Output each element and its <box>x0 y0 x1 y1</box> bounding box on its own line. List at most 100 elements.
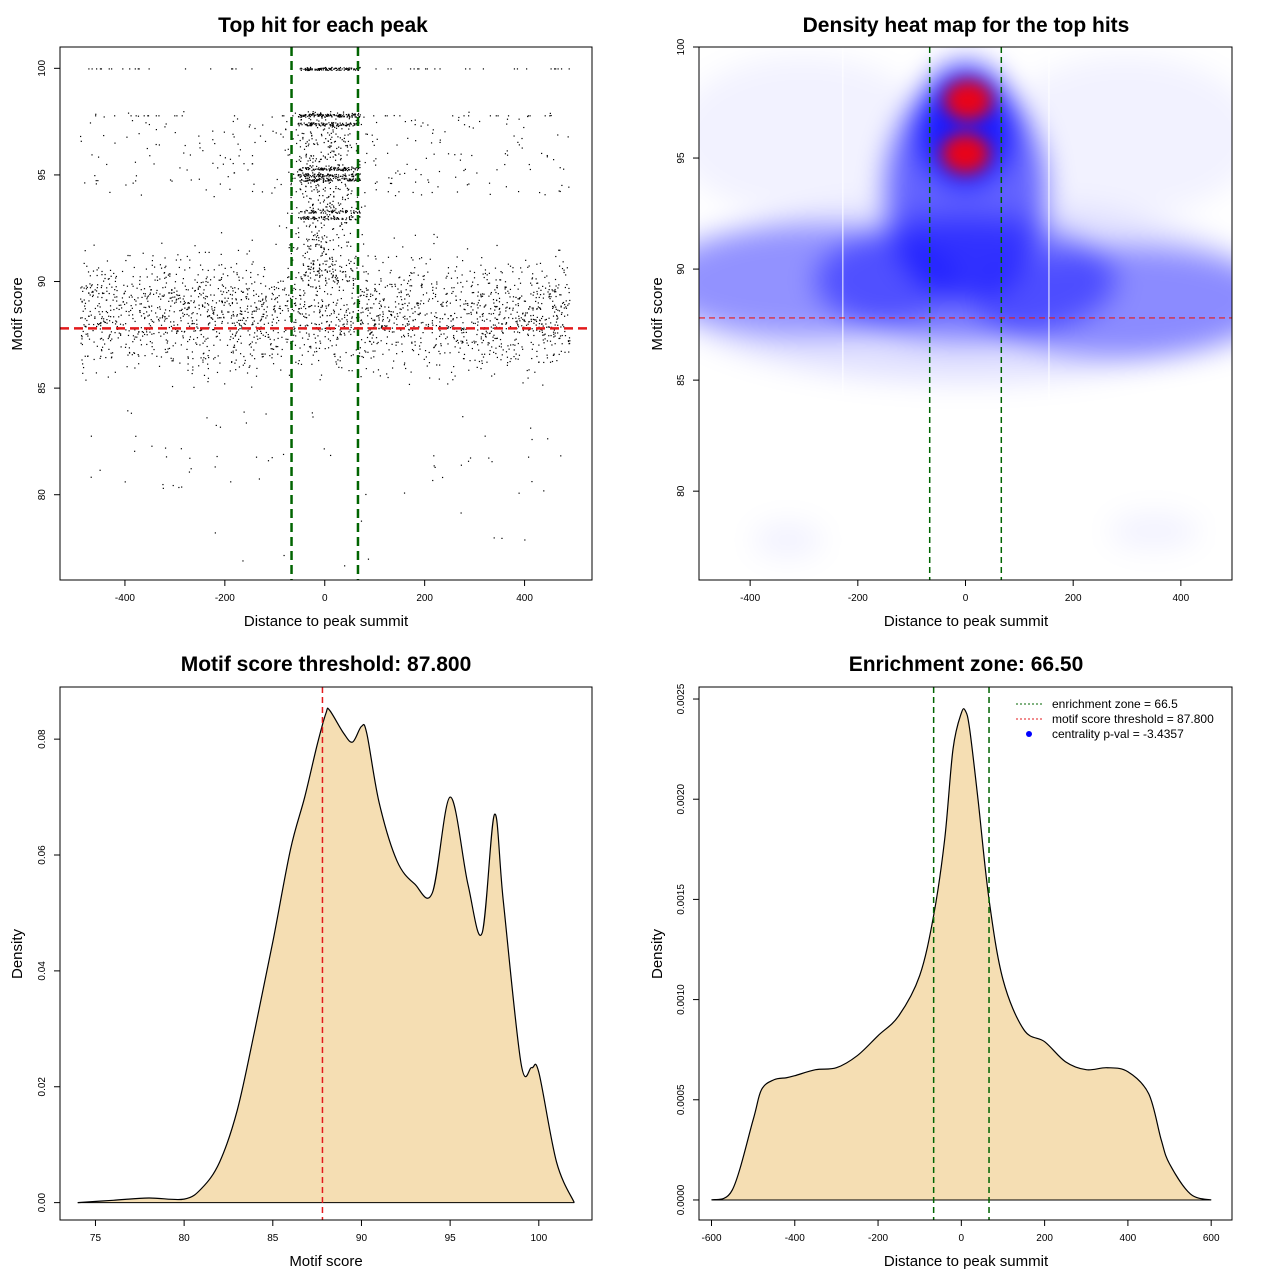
scatter-point <box>180 320 182 322</box>
scatter-point <box>398 291 400 294</box>
scatter-point <box>358 352 361 354</box>
scatter-point <box>541 315 544 318</box>
scatter-point <box>337 176 339 178</box>
scatter-point <box>338 124 340 127</box>
scatter-point <box>254 141 256 144</box>
scatter-point <box>300 307 302 309</box>
scatter-point <box>532 330 534 332</box>
scatter-point <box>318 194 321 197</box>
scatter-point <box>330 174 332 176</box>
scatter-point <box>315 236 318 238</box>
ylabel-top-hit: Motif score <box>9 277 26 350</box>
scatter-point <box>417 304 419 307</box>
scatter-point <box>484 435 486 437</box>
scatter-point <box>542 384 544 386</box>
scatter-point <box>190 179 192 181</box>
scatter-point <box>422 122 424 124</box>
scatter-point <box>313 116 315 118</box>
scatter-point <box>480 296 482 298</box>
scatter-point <box>338 165 340 167</box>
scatter-point <box>480 264 482 266</box>
scatter-point <box>561 343 563 345</box>
scatter-point <box>536 329 538 331</box>
scatter-point <box>217 355 219 357</box>
scatter-point <box>305 177 307 180</box>
scatter-point <box>92 290 94 293</box>
scatter-point <box>372 140 374 143</box>
scatter-point <box>257 274 259 276</box>
scatter-point <box>422 332 424 334</box>
scatter-point <box>313 239 315 241</box>
scatter-point <box>473 291 475 294</box>
scatter-point <box>214 324 217 326</box>
scatter-point <box>559 167 561 169</box>
scatter-point <box>386 373 388 375</box>
scatter-point <box>326 113 329 115</box>
scatter-point <box>311 238 314 241</box>
x-tick-label: -400 <box>785 1233 805 1244</box>
scatter-point <box>100 325 102 327</box>
scatter-point <box>274 298 276 301</box>
scatter-point <box>302 193 304 195</box>
scatter-point <box>373 160 375 162</box>
scatter-point <box>321 217 323 219</box>
scatter-point <box>144 355 146 357</box>
scatter-point <box>529 168 531 171</box>
scatter-point <box>337 281 339 283</box>
scatter-point <box>444 131 446 133</box>
scatter-point <box>140 344 143 346</box>
scatter-point <box>132 275 134 278</box>
scatter-point <box>221 300 223 303</box>
scatter-point <box>132 285 134 287</box>
scatter-point <box>187 369 189 371</box>
scatter-point <box>348 217 351 219</box>
scatter-point <box>415 140 417 142</box>
scatter-point <box>373 144 375 146</box>
scatter-point <box>221 276 223 279</box>
scatter-point <box>554 335 556 337</box>
scatter-point <box>417 68 419 70</box>
scatter-point <box>243 355 245 358</box>
scatter-point <box>495 326 498 328</box>
scatter-point <box>184 307 186 309</box>
scatter-point <box>183 111 185 113</box>
scatter-point <box>235 298 237 300</box>
scatter-point <box>347 241 350 243</box>
scatter-point <box>205 284 207 287</box>
scatter-point <box>375 258 377 260</box>
scatter-point <box>159 278 161 280</box>
scatter-point <box>271 292 273 295</box>
scatter-point <box>334 126 336 129</box>
scatter-point <box>338 218 340 220</box>
scatter-point <box>461 274 463 276</box>
scatter-point <box>324 116 326 118</box>
scatter-point <box>505 322 508 324</box>
scatter-point <box>308 122 310 124</box>
scatter-point <box>329 194 332 196</box>
scatter-point <box>350 215 352 217</box>
scatter-point <box>483 306 485 308</box>
scatter-point <box>203 352 205 354</box>
scatter-point <box>91 295 94 298</box>
scatter-point <box>213 196 215 198</box>
scatter-point <box>276 296 278 299</box>
scatter-point <box>95 113 97 115</box>
scatter-point <box>235 369 237 371</box>
scatter-point <box>344 271 347 273</box>
scatter-point <box>310 198 312 200</box>
scatter-point <box>431 322 433 324</box>
scatter-point <box>369 295 372 298</box>
scatter-point <box>382 311 384 313</box>
scatter-point <box>504 286 506 289</box>
scatter-point <box>342 164 344 166</box>
scatter-point <box>427 300 430 302</box>
scatter-point <box>308 314 310 316</box>
scatter-point <box>318 69 321 71</box>
scatter-point <box>351 67 353 69</box>
scatter-point <box>262 355 264 358</box>
scatter-point <box>375 337 378 339</box>
scatter-point <box>552 290 554 292</box>
scatter-point <box>371 307 373 309</box>
scatter-point <box>496 337 498 339</box>
scatter-point <box>327 178 329 180</box>
